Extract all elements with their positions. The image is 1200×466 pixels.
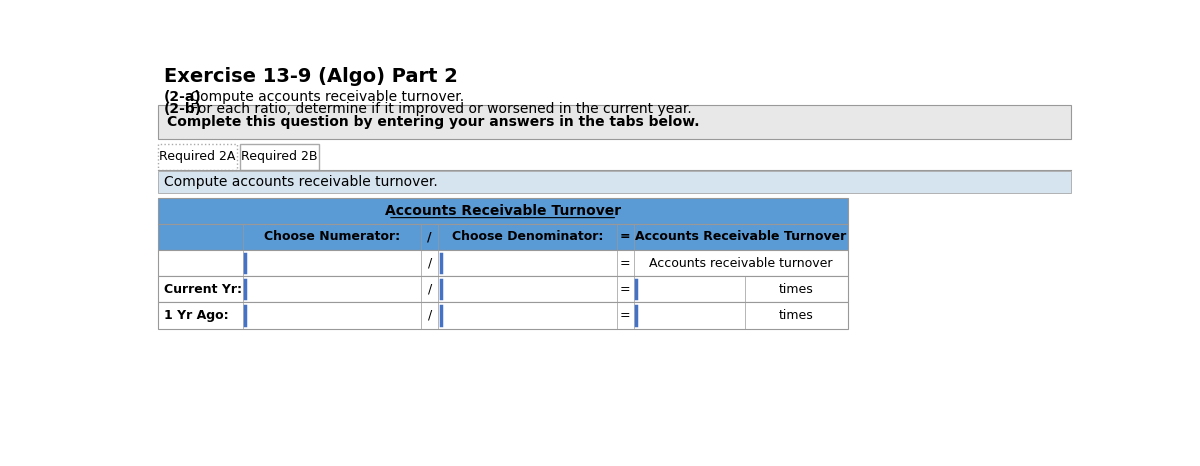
Bar (157, 224, 847, 250)
Text: =: = (619, 230, 630, 243)
Text: (2-a): (2-a) (164, 90, 202, 104)
Text: 1 Yr Ago:: 1 Yr Ago: (164, 309, 228, 322)
Text: /: / (427, 309, 432, 322)
Text: Compute accounts receivable turnover.: Compute accounts receivable turnover. (186, 90, 463, 104)
Bar (240, 144, 319, 170)
Text: (2-b): (2-b) (164, 102, 202, 116)
Text: /: / (427, 257, 432, 269)
Bar (157, 105, 1070, 139)
Text: Required 2A: Required 2A (160, 151, 235, 163)
Text: Accounts receivable turnover: Accounts receivable turnover (649, 257, 833, 269)
Text: =: = (619, 257, 630, 269)
Text: Accounts Receivable Turnover: Accounts Receivable Turnover (384, 204, 620, 218)
Text: times: times (779, 283, 814, 296)
Bar (157, 198, 847, 224)
Bar (157, 302, 847, 329)
Bar (157, 276, 847, 302)
Text: Accounts Receivable Turnover: Accounts Receivable Turnover (635, 230, 846, 243)
Text: Choose Numerator:: Choose Numerator: (264, 230, 400, 243)
Bar (157, 144, 236, 170)
Text: /: / (427, 230, 432, 243)
Text: Exercise 13-9 (Algo) Part 2: Exercise 13-9 (Algo) Part 2 (164, 67, 458, 86)
Bar (157, 171, 1070, 193)
Bar (157, 250, 847, 276)
Text: /: / (427, 283, 432, 296)
Text: =: = (619, 283, 630, 296)
Text: times: times (779, 309, 814, 322)
Text: Complete this question by entering your answers in the tabs below.: Complete this question by entering your … (167, 115, 700, 129)
Text: Compute accounts receivable turnover.: Compute accounts receivable turnover. (164, 175, 438, 189)
Text: Choose Denominator:: Choose Denominator: (451, 230, 604, 243)
Text: Required 2B: Required 2B (241, 151, 318, 163)
Text: For each ratio, determine if it improved or worsened in the current year.: For each ratio, determine if it improved… (186, 102, 691, 116)
Text: Current Yr:: Current Yr: (164, 283, 242, 296)
Text: =: = (619, 309, 630, 322)
